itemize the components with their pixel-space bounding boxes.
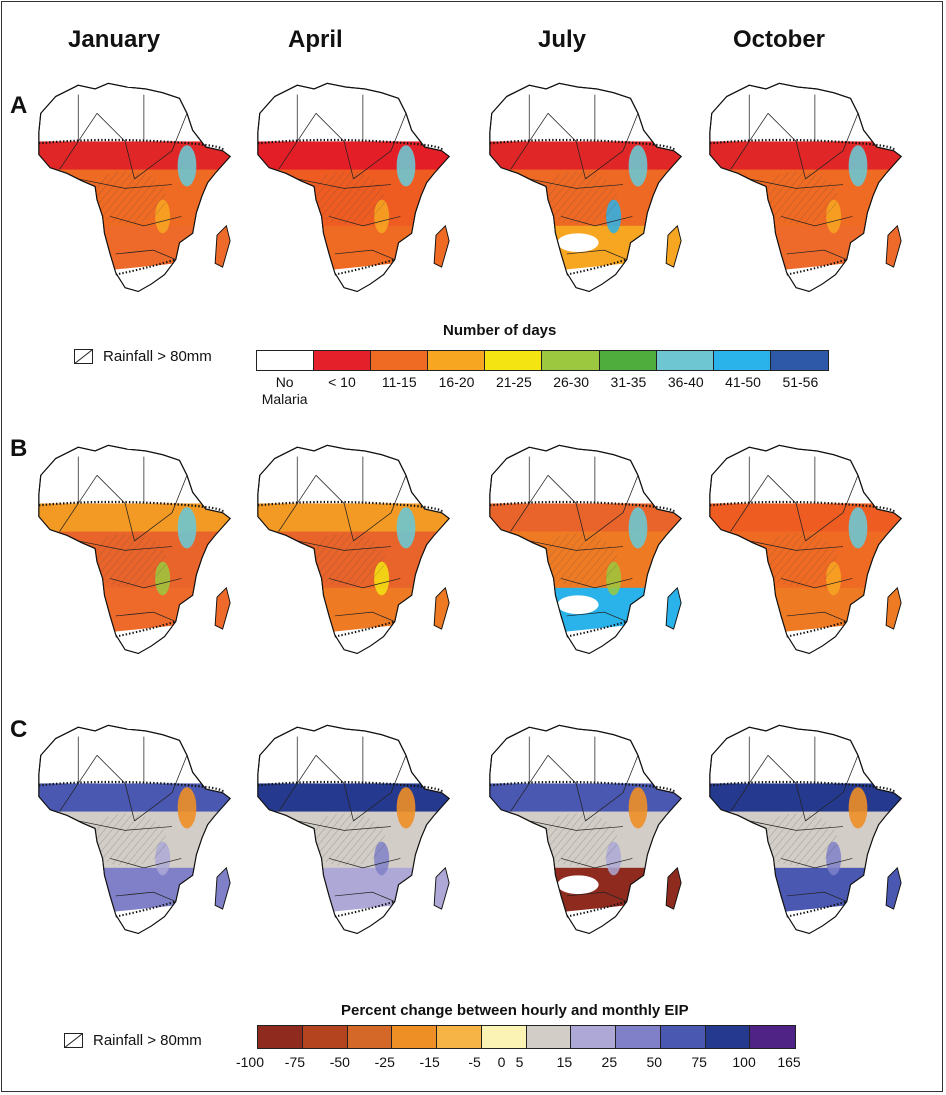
madagascar	[885, 586, 902, 630]
change-swatch-5	[481, 1026, 527, 1048]
change-swatch-9	[660, 1026, 706, 1048]
change-tick-3: -25	[374, 1054, 395, 1070]
change-swatch-7	[571, 1026, 616, 1048]
change-tick-4: -15	[419, 1054, 440, 1070]
change-colorbar	[257, 1025, 796, 1049]
days-swatch-3	[428, 351, 486, 370]
change-legend-title: Percent change between hourly and monthl…	[341, 1002, 689, 1019]
days-label-6: 31-35	[610, 374, 647, 390]
days-label-8: 41-50	[725, 374, 761, 390]
change-tick-10: 50	[646, 1054, 663, 1070]
days-swatch-2	[371, 351, 429, 370]
africa-map-a-april	[257, 82, 450, 293]
change-tick-1: -75	[284, 1054, 306, 1070]
days-swatch-6	[599, 351, 657, 370]
hatch-swatch-icon	[74, 349, 93, 364]
column-header-october: October	[733, 26, 826, 53]
row-label-a: A	[10, 92, 28, 119]
change-swatch-4	[437, 1026, 482, 1048]
row-label-c: C	[10, 716, 28, 743]
africa-map-c-july	[489, 724, 682, 935]
africa-map-a-july	[489, 82, 682, 293]
column-header-july: July	[538, 26, 587, 53]
change-tick-5: -5	[468, 1054, 481, 1070]
change-swatch-10	[705, 1026, 751, 1048]
africa-map-a-january	[38, 82, 231, 293]
days-colorbar	[256, 350, 829, 371]
change-tick-11: 75	[691, 1054, 707, 1070]
madagascar	[665, 586, 682, 630]
madagascar	[214, 866, 231, 910]
madagascar	[665, 224, 682, 268]
column-header-april: April	[288, 26, 343, 53]
days-label-4: 21-25	[495, 374, 532, 390]
change-tick-8: 15	[556, 1054, 573, 1070]
change-swatch-3	[392, 1026, 437, 1048]
hatch-swatch-icon	[64, 1033, 83, 1048]
change-swatch-2	[347, 1026, 393, 1048]
days-label-3: 16-20	[438, 374, 475, 390]
change-tick-12: 100	[732, 1054, 756, 1070]
days-swatch-4	[485, 351, 543, 370]
africa-map-c-january	[38, 724, 231, 935]
change-tick-7: 5	[515, 1054, 524, 1070]
africa-map-b-july	[489, 444, 682, 655]
madagascar	[214, 586, 231, 630]
column-header-january: January	[68, 26, 161, 53]
africa-map-b-april	[257, 444, 450, 655]
days-label-5: 26-30	[553, 374, 590, 390]
days-legend-title: Number of days	[443, 322, 557, 339]
rainfall-legend-top: Rainfall > 80mm	[74, 348, 212, 365]
change-tick-0: -100	[235, 1054, 265, 1070]
madagascar	[885, 224, 902, 268]
rainfall-legend-label: Rainfall > 80mm	[93, 1032, 202, 1049]
change-tick-9: 25	[601, 1054, 618, 1070]
madagascar	[433, 586, 450, 630]
change-swatch-8	[616, 1026, 661, 1048]
days-label-0: No Malaria	[261, 374, 308, 407]
days-label-2: 11-15	[381, 374, 417, 390]
rainfall-legend-label: Rainfall > 80mm	[103, 348, 212, 365]
madagascar	[433, 866, 450, 910]
days-swatch-1	[314, 351, 372, 370]
days-swatch-7	[656, 351, 714, 370]
days-swatch-0	[257, 351, 315, 370]
days-label-1: < 10	[328, 374, 356, 390]
madagascar	[665, 866, 682, 910]
africa-map-c-october	[709, 724, 902, 935]
change-swatch-1	[302, 1026, 348, 1048]
change-swatch-0	[258, 1026, 303, 1048]
change-swatch-6	[526, 1026, 572, 1048]
change-tick-2: -50	[329, 1054, 350, 1070]
madagascar	[214, 224, 231, 268]
madagascar	[885, 866, 902, 910]
africa-map-b-january	[38, 444, 231, 655]
change-tick-6: 0	[497, 1054, 506, 1070]
row-label-b: B	[10, 435, 28, 462]
rainfall-legend-bottom: Rainfall > 80mm	[64, 1032, 202, 1049]
africa-map-b-october	[709, 444, 902, 655]
madagascar	[433, 224, 450, 268]
africa-map-a-october	[709, 82, 902, 293]
change-tick-13: 165	[777, 1054, 801, 1070]
africa-map-c-april	[257, 724, 450, 935]
days-label-7: 36-40	[667, 374, 704, 390]
days-label-9: 51-56	[782, 374, 819, 390]
days-swatch-9	[770, 351, 828, 370]
change-swatch-11	[750, 1026, 795, 1048]
days-swatch-5	[542, 351, 600, 370]
days-swatch-8	[713, 351, 771, 370]
